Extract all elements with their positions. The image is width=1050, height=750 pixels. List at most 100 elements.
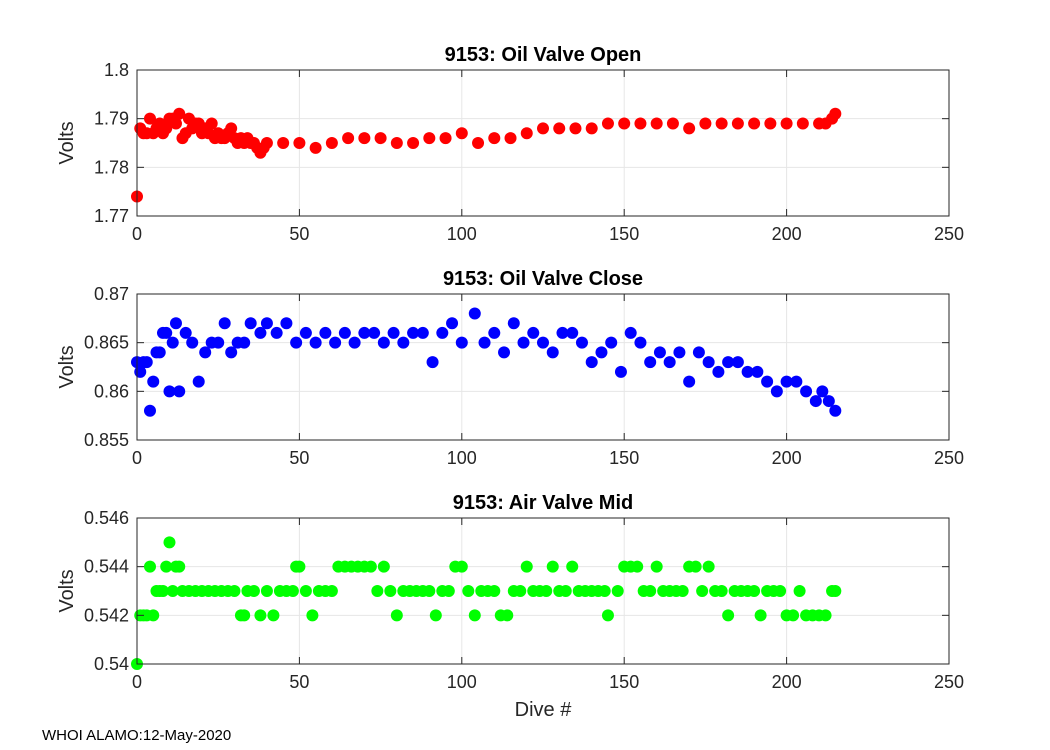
data-point xyxy=(722,609,735,622)
data-point xyxy=(156,585,169,597)
data-point xyxy=(384,585,397,597)
data-point xyxy=(439,132,452,145)
data-point xyxy=(244,317,257,330)
data-point xyxy=(143,404,156,417)
data-point xyxy=(163,385,176,398)
data-point xyxy=(423,585,436,597)
data-point xyxy=(605,336,618,349)
x-tick-label: 200 xyxy=(772,672,802,692)
y-axis-label: Volts xyxy=(56,345,78,388)
data-point xyxy=(254,326,267,339)
data-point xyxy=(423,132,436,145)
footer-attribution: WHOI ALAMO:12-May-2020 xyxy=(42,727,232,744)
data-point xyxy=(692,346,705,359)
data-point xyxy=(153,346,166,359)
axes-box xyxy=(136,517,950,665)
panel-oil-valve-open: 0 50 100 150 200 250 1.77 1.78 1.79 1.8 9153: Oil … xyxy=(56,44,964,244)
y-tick-label: 0.865 xyxy=(84,333,129,353)
data-point xyxy=(751,365,764,378)
data-point xyxy=(796,117,809,130)
data-point xyxy=(342,132,355,145)
data-point xyxy=(293,560,306,573)
data-point xyxy=(829,107,842,120)
data-point xyxy=(238,609,251,622)
data-point xyxy=(238,336,251,349)
data-point xyxy=(169,117,182,130)
y-tick-label: 1.79 xyxy=(94,109,129,129)
data-point xyxy=(822,395,835,408)
y-tick-label: 0.544 xyxy=(84,557,129,577)
data-point xyxy=(436,326,449,339)
data-point xyxy=(663,356,676,369)
data-point xyxy=(566,326,579,339)
data-point xyxy=(390,137,403,149)
data-point xyxy=(764,117,777,130)
data-point xyxy=(212,336,225,349)
data-point xyxy=(653,346,666,359)
data-point xyxy=(601,609,614,622)
data-point xyxy=(611,585,624,597)
data-point xyxy=(179,326,192,339)
data-point xyxy=(787,609,800,622)
data-point xyxy=(501,609,514,622)
data-point xyxy=(676,585,689,597)
data-point xyxy=(793,585,806,597)
x-tick-label: 0 xyxy=(132,224,142,244)
data-point xyxy=(160,560,173,573)
data-point xyxy=(143,560,156,573)
data-point xyxy=(186,336,199,349)
data-point xyxy=(540,585,553,597)
data-point xyxy=(556,326,569,339)
data-point xyxy=(546,560,559,573)
x-tick-label: 250 xyxy=(934,224,964,244)
x-tick-label: 100 xyxy=(447,448,477,468)
data-point xyxy=(169,317,182,330)
axes-box xyxy=(136,69,950,217)
data-point xyxy=(166,585,179,597)
y-tick-label: 1.78 xyxy=(94,157,129,177)
data-point xyxy=(575,336,588,349)
data-point xyxy=(173,560,186,573)
data-point xyxy=(488,132,501,145)
data-point xyxy=(374,132,387,145)
data-point xyxy=(218,317,231,330)
x-tick-label: 50 xyxy=(289,448,309,468)
data-point xyxy=(780,117,793,130)
data-point xyxy=(754,609,767,622)
data-point xyxy=(260,137,273,149)
data-point xyxy=(780,375,793,388)
data-point xyxy=(286,585,299,597)
y-tick-label: 0.87 xyxy=(94,284,129,304)
x-tick-label: 100 xyxy=(447,672,477,692)
data-point xyxy=(559,585,572,597)
data-point xyxy=(514,585,527,597)
data-point xyxy=(260,585,273,597)
x-tick-label: 150 xyxy=(609,448,639,468)
chart-title: 9153: Air Valve Mid xyxy=(453,492,633,514)
data-point xyxy=(829,585,842,597)
data-point xyxy=(504,132,517,145)
data-point xyxy=(631,560,644,573)
x-tick-label: 150 xyxy=(609,672,639,692)
data-point xyxy=(774,585,787,597)
data-point xyxy=(829,404,842,417)
data-point xyxy=(715,117,728,130)
x-tick-label: 0 xyxy=(132,672,142,692)
data-point xyxy=(712,365,725,378)
x-tick-label: 100 xyxy=(447,224,477,244)
data-point xyxy=(478,336,491,349)
data-point xyxy=(683,375,696,388)
data-point xyxy=(462,585,475,597)
data-point xyxy=(205,117,218,130)
data-point xyxy=(614,365,627,378)
x-tick-label: 0 xyxy=(132,448,142,468)
y-tick-label: 0.546 xyxy=(84,508,129,528)
data-point xyxy=(566,560,579,573)
data-point xyxy=(761,375,774,388)
data-point xyxy=(569,122,582,135)
data-point xyxy=(377,336,390,349)
data-point xyxy=(358,326,371,339)
data-point xyxy=(498,346,511,359)
data-point xyxy=(147,375,160,388)
